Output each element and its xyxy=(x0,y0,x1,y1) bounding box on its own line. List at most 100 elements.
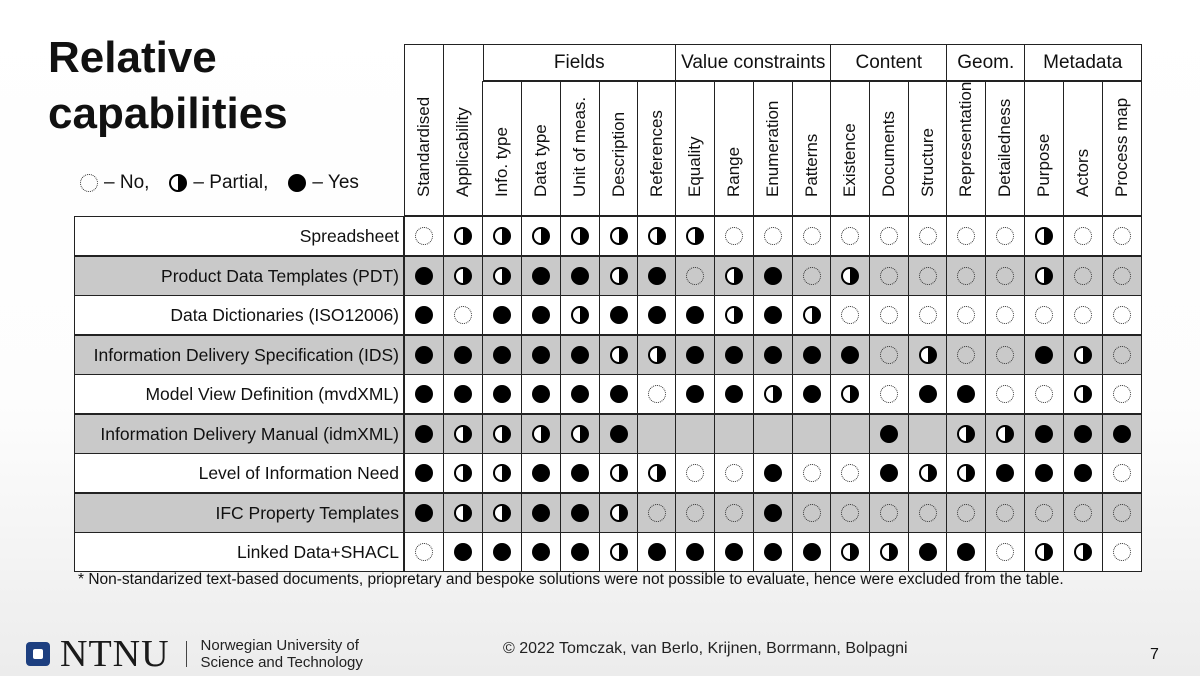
partial-dot-icon xyxy=(918,464,937,482)
copyright: © 2022 Tomczak, van Berlo, Krijnen, Borr… xyxy=(503,640,908,657)
yes-dot-icon xyxy=(609,385,628,403)
yes-dot-icon xyxy=(957,385,976,403)
no-dot-icon xyxy=(841,464,860,482)
yes-dot-icon xyxy=(571,385,590,403)
table-cell xyxy=(1102,493,1142,533)
table-cell xyxy=(637,532,677,572)
no-dot-icon xyxy=(880,227,899,245)
table-cell xyxy=(792,453,832,493)
no-dot-icon xyxy=(802,504,821,522)
ntnu-logo: NTNU Norwegian University of Science and… xyxy=(26,632,363,676)
yes-dot-icon xyxy=(1035,346,1054,364)
table-cell xyxy=(1102,414,1142,454)
table-cell xyxy=(946,453,987,493)
no-dot-icon xyxy=(802,227,821,245)
row-label: Spreadsheet xyxy=(74,216,404,256)
no-dot-icon xyxy=(725,464,744,482)
table-cell xyxy=(599,216,639,256)
yes-dot-icon xyxy=(725,385,744,403)
row-label: Information Delivery Manual (idmXML) xyxy=(74,414,404,454)
column-header: Range xyxy=(714,81,755,216)
table-cell xyxy=(946,335,987,375)
table-cell xyxy=(869,295,910,335)
no-dot-icon xyxy=(802,267,821,285)
group-header: Value constraints xyxy=(675,44,832,81)
table-cell xyxy=(753,295,794,335)
table-cell xyxy=(675,335,716,375)
table-cell xyxy=(869,216,910,256)
table-cell xyxy=(560,335,601,375)
no-dot-icon xyxy=(996,385,1015,403)
table-cell xyxy=(908,256,948,296)
partial-dot-icon xyxy=(454,464,473,482)
no-dot-icon xyxy=(1112,464,1131,482)
row-label: Data Dictionaries (ISO12006) xyxy=(74,295,404,335)
table-cell xyxy=(830,216,871,256)
table-cell xyxy=(404,295,445,335)
partial-dot-icon xyxy=(918,346,937,364)
table-cell xyxy=(946,256,987,296)
table-cell xyxy=(985,453,1026,493)
yes-dot-icon xyxy=(918,385,937,403)
no-dot-icon xyxy=(996,543,1015,561)
yes-dot-icon xyxy=(454,385,473,403)
page-number: 7 xyxy=(1150,646,1159,663)
partial-dot-icon xyxy=(802,306,821,324)
yes-dot-icon xyxy=(415,306,434,324)
partial-dot-icon xyxy=(725,306,744,324)
table-cell xyxy=(753,216,794,256)
table-cell xyxy=(830,295,871,335)
table-cell xyxy=(714,374,755,414)
table-cell xyxy=(482,493,523,533)
no-dot-icon xyxy=(686,504,705,522)
yes-dot-icon xyxy=(415,267,434,285)
table-cell xyxy=(869,453,910,493)
table-cell xyxy=(521,216,562,256)
yes-dot-icon xyxy=(415,464,434,482)
table-cell xyxy=(869,374,910,414)
table-cell xyxy=(521,256,562,296)
table-cell xyxy=(714,335,755,375)
table-cell xyxy=(599,414,639,454)
group-header: Content xyxy=(830,44,948,81)
yes-dot-icon xyxy=(1035,425,1054,443)
table-cell xyxy=(714,216,755,256)
yes-dot-icon xyxy=(647,306,666,324)
partial-dot-icon xyxy=(1035,267,1054,285)
yes-dot-icon xyxy=(764,346,783,364)
table-cell xyxy=(1024,374,1065,414)
table-cell xyxy=(753,532,794,572)
table-cell xyxy=(753,256,794,296)
table-cell xyxy=(637,216,677,256)
table-cell xyxy=(985,532,1026,572)
table-cell xyxy=(1063,493,1104,533)
table-cell xyxy=(985,256,1026,296)
row-label: Information Delivery Specification (IDS) xyxy=(74,335,404,375)
table-cell xyxy=(637,335,677,375)
partial-dot-icon xyxy=(609,543,628,561)
table-cell xyxy=(985,216,1026,256)
yes-dot-icon xyxy=(532,543,551,561)
partial-dot-icon xyxy=(532,227,551,245)
yes-dot-icon xyxy=(802,346,821,364)
table-cell xyxy=(560,414,601,454)
no-dot-icon xyxy=(841,306,860,324)
table-cell xyxy=(443,335,484,375)
no-symbol-icon xyxy=(80,174,98,192)
university-line-1: Norwegian University of xyxy=(200,637,359,654)
yes-dot-icon xyxy=(1035,464,1054,482)
table-cell xyxy=(908,216,948,256)
partial-dot-icon xyxy=(493,504,512,522)
no-dot-icon xyxy=(1035,385,1054,403)
column-header-label: Detailedness xyxy=(995,98,1015,197)
partial-dot-icon xyxy=(454,227,473,245)
table-cell xyxy=(714,493,755,533)
yes-dot-icon xyxy=(686,346,705,364)
table-cell xyxy=(675,256,716,296)
table-cell xyxy=(1024,414,1065,454)
table-cell xyxy=(1102,335,1142,375)
table-cell xyxy=(637,374,677,414)
yes-dot-icon xyxy=(609,306,628,324)
column-header: Equality xyxy=(675,81,716,216)
table-cell xyxy=(599,335,639,375)
